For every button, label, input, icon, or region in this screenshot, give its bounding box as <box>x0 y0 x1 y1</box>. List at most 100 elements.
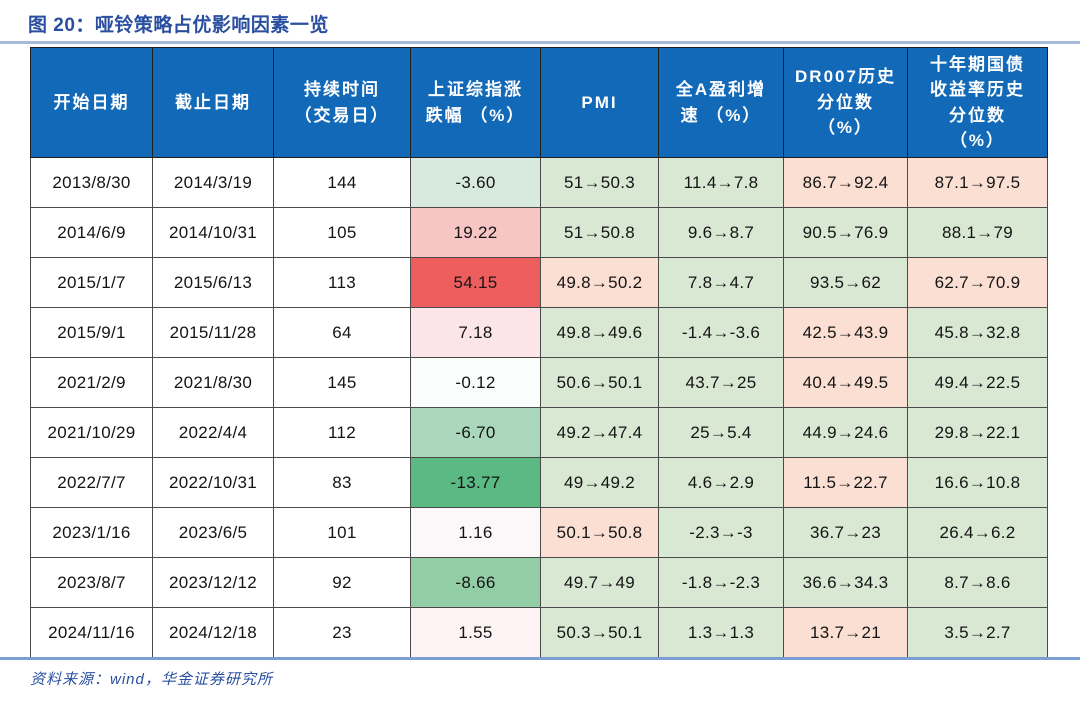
table-cell: 113 <box>273 257 411 308</box>
table-cell: 2023/12/12 <box>152 557 274 608</box>
table-cell: 2021/10/29 <box>30 407 153 458</box>
table-cell: 50.6→50.1 <box>540 357 659 408</box>
table-cell: -6.70 <box>410 407 541 458</box>
table-cell: 2015/1/7 <box>30 257 153 308</box>
table-cell: 8.7→8.6 <box>907 557 1048 608</box>
table-cell: 2015/6/13 <box>152 257 274 308</box>
table-cell: 49.8→50.2 <box>540 257 659 308</box>
table-cell: 11.4→7.8 <box>658 157 784 208</box>
table-cell: 4.6→2.9 <box>658 457 784 508</box>
table-cell: 40.4→49.5 <box>783 357 908 408</box>
table-cell: 51→50.3 <box>540 157 659 208</box>
table-row: 2021/2/9 2021/8/30 145 -0.12 50.6→50.1 43.7→2… <box>30 357 1048 408</box>
table-cell: 2014/3/19 <box>152 157 274 208</box>
table-cell: 93.5→62 <box>783 257 908 308</box>
table-cell: 11.5→22.7 <box>783 457 908 508</box>
table-cell: 54.15 <box>410 257 541 308</box>
table-cell: 36.6→34.3 <box>783 557 908 608</box>
table-cell: 25→5.4 <box>658 407 784 458</box>
column-header: DR007历史 分位数 （%） <box>783 47 908 158</box>
table-cell: 2014/10/31 <box>152 207 274 258</box>
column-header: 全A盈利增 速 （%） <box>658 47 784 158</box>
table-row: 2023/1/16 2023/6/5 101 1.16 50.1→50.8 -2.3→-3… <box>30 507 1048 558</box>
table-body: 2013/8/30 2014/3/19 144 -3.60 51→50.3 11.4→7.… <box>30 157 1048 658</box>
table-cell: 2015/9/1 <box>30 307 153 358</box>
table-row: 2014/6/9 2014/10/31 105 19.22 51→50.8 9.6→8.7… <box>30 207 1048 258</box>
table-cell: -1.8→-2.3 <box>658 557 784 608</box>
table-header-row: 开始日期 截止日期 持续时间 （交易日） 上证综指涨 跌幅 （%） PMI 全A盈利增 速… <box>30 47 1048 158</box>
table-cell: 83 <box>273 457 411 508</box>
table-cell: 9.6→8.7 <box>658 207 784 258</box>
table-cell: 23 <box>273 607 411 658</box>
table-cell: 2013/8/30 <box>30 157 153 208</box>
table-row: 2015/1/7 2015/6/13 113 54.15 49.8→50.2 7.8→4.… <box>30 257 1048 308</box>
table-cell: 44.9→24.6 <box>783 407 908 458</box>
table-cell: 2014/6/9 <box>30 207 153 258</box>
table-cell: 2024/11/16 <box>30 607 153 658</box>
table-cell: 1.16 <box>410 507 541 558</box>
table-cell: 2023/6/5 <box>152 507 274 558</box>
table-cell: 2022/7/7 <box>30 457 153 508</box>
top-divider <box>0 41 1080 44</box>
table-cell: -8.66 <box>410 557 541 608</box>
table-cell: 2021/8/30 <box>152 357 274 408</box>
table-cell: -2.3→-3 <box>658 507 784 558</box>
table-cell: 88.1→79 <box>907 207 1048 258</box>
column-header: 持续时间 （交易日） <box>273 47 411 158</box>
table-cell: 29.8→22.1 <box>907 407 1048 458</box>
table-cell: 45.8→32.8 <box>907 307 1048 358</box>
table-row: 2023/8/7 2023/12/12 92 -8.66 49.7→49 -1.8→-2.… <box>30 557 1048 608</box>
table-cell: 105 <box>273 207 411 258</box>
table-cell: 2022/4/4 <box>152 407 274 458</box>
table-cell: 101 <box>273 507 411 558</box>
table-cell: 144 <box>273 157 411 208</box>
table-cell: -13.77 <box>410 457 541 508</box>
table-row: 2021/10/29 2022/4/4 112 -6.70 49.2→47.4 25→5.… <box>30 407 1048 458</box>
table-cell: 26.4→6.2 <box>907 507 1048 558</box>
table-cell: 1.3→1.3 <box>658 607 784 658</box>
table-cell: 13.7→21 <box>783 607 908 658</box>
table-cell: 50.3→50.1 <box>540 607 659 658</box>
table-cell: 49.7→49 <box>540 557 659 608</box>
table-cell: 112 <box>273 407 411 458</box>
table-cell: 51→50.8 <box>540 207 659 258</box>
bottom-divider <box>0 657 1080 660</box>
column-header: 十年期国债 收益率历史 分位数 （%） <box>907 47 1048 158</box>
table-cell: 2023/8/7 <box>30 557 153 608</box>
table-cell: 92 <box>273 557 411 608</box>
table-cell: 87.1→97.5 <box>907 157 1048 208</box>
column-header: 上证综指涨 跌幅 （%） <box>410 47 541 158</box>
table-cell: 16.6→10.8 <box>907 457 1048 508</box>
table-cell: 2015/11/28 <box>152 307 274 358</box>
table-cell: 49.8→49.6 <box>540 307 659 358</box>
table-row: 2015/9/1 2015/11/28 64 7.18 49.8→49.6 -1.4→-3… <box>30 307 1048 358</box>
table-cell: 49→49.2 <box>540 457 659 508</box>
column-header: 截止日期 <box>152 47 274 158</box>
table-cell: 49.2→47.4 <box>540 407 659 458</box>
table-cell: -1.4→-3.6 <box>658 307 784 358</box>
source-note: 资料来源：wind，华金证券研究所 <box>30 671 273 688</box>
table-cell: 42.5→43.9 <box>783 307 908 358</box>
table-cell: 43.7→25 <box>658 357 784 408</box>
table-cell: 2023/1/16 <box>30 507 153 558</box>
table-cell: 3.5→2.7 <box>907 607 1048 658</box>
table-cell: 49.4→22.5 <box>907 357 1048 408</box>
table-row: 2022/7/7 2022/10/31 83 -13.77 49→49.2 4.6→2.9… <box>30 457 1048 508</box>
table-cell: 7.8→4.7 <box>658 257 784 308</box>
table-cell: 2024/12/18 <box>152 607 274 658</box>
table-cell: 2022/10/31 <box>152 457 274 508</box>
table-cell: 86.7→92.4 <box>783 157 908 208</box>
table-cell: 2021/2/9 <box>30 357 153 408</box>
table-cell: 50.1→50.8 <box>540 507 659 558</box>
table-cell: 62.7→70.9 <box>907 257 1048 308</box>
table-row: 2024/11/16 2024/12/18 23 1.55 50.3→50.1 1.3→1… <box>30 607 1048 658</box>
factors-table: 开始日期 截止日期 持续时间 （交易日） 上证综指涨 跌幅 （%） PMI 全A盈利增 速… <box>30 47 1048 658</box>
table-cell: 19.22 <box>410 207 541 258</box>
table-cell: -0.12 <box>410 357 541 408</box>
table-cell: 36.7→23 <box>783 507 908 558</box>
table-cell: 1.55 <box>410 607 541 658</box>
figure-title: 图 20：哑铃策略占优影响因素一览 <box>28 15 329 36</box>
column-header: 开始日期 <box>30 47 153 158</box>
table-cell: 145 <box>273 357 411 408</box>
